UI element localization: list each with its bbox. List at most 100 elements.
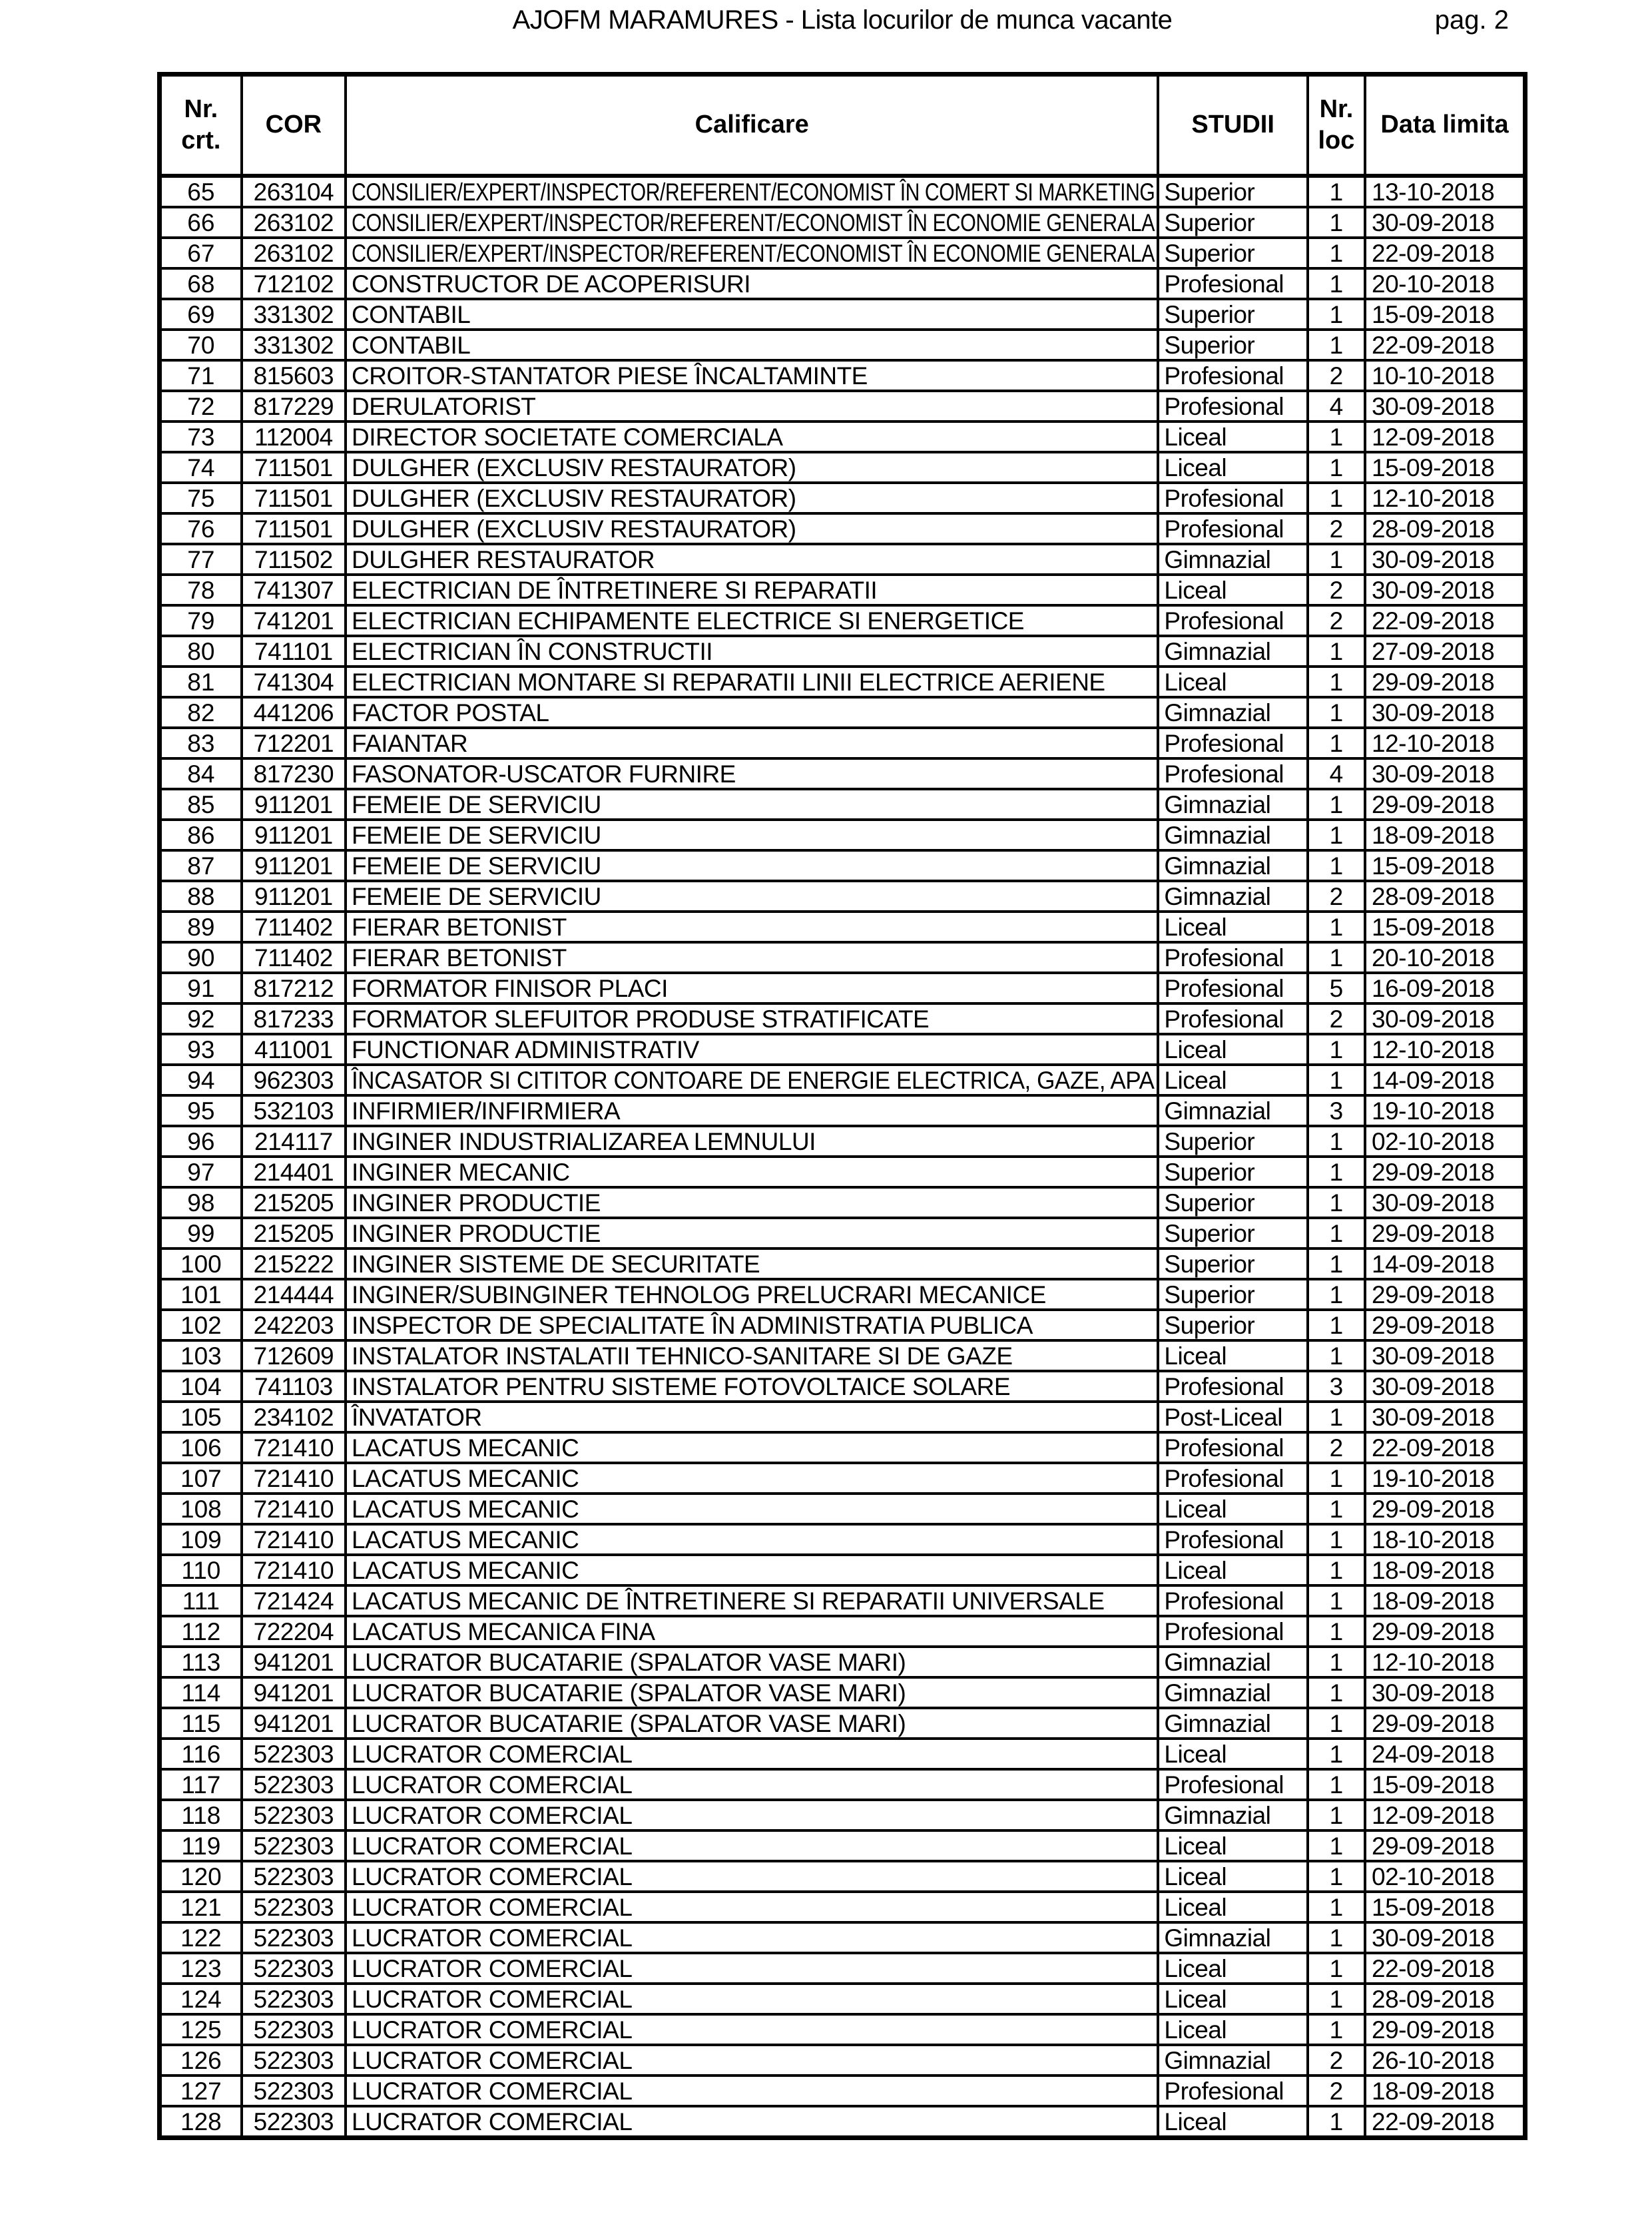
cell-nr-crt: 83 [158,726,243,760]
cell-nr-loc: 1 [1306,2105,1367,2139]
cell-cor: 522303 [240,1799,348,1832]
cell-data-limita: 29-09-2018 [1364,788,1527,821]
cell-nr-crt: 87 [158,849,243,882]
table-row: 68 712102 CONSTRUCTOR DE ACOPERISURI Pro… [158,267,1527,300]
cell-nr-crt: 93 [158,1033,243,1066]
calificare-text: ELECTRICIAN DE ÎNTRETINERE SI REPARATII [352,576,878,604]
cell-cor: 112004 [240,420,348,453]
calificare-text: FORMATOR SLEFUITOR PRODUSE STRATIFICATE [352,1005,930,1033]
cell-calificare: ÎNCASATOR SI CITITOR CONTOARE DE ENERGIE… [344,1063,1160,1097]
cell-data-limita: 12-09-2018 [1364,420,1527,453]
cell-data-limita: 29-09-2018 [1364,665,1527,698]
cell-cor: 263102 [240,206,348,239]
cell-nr-loc: 1 [1306,1768,1367,1801]
table-row: 123 522303 LUCRATOR COMERCIAL Liceal 1 2… [158,1952,1527,1985]
cell-studii: Superior [1157,1308,1309,1342]
table-row: 104 741103 INSTALATOR PENTRU SISTEME FOT… [158,1370,1527,1403]
calificare-text: INGINER PRODUCTIE [352,1219,601,1247]
cell-calificare: DIRECTOR SOCIETATE COMERCIALA [344,420,1160,453]
cell-nr-loc: 2 [1306,1431,1367,1464]
cell-nr-crt: 96 [158,1125,243,1158]
table-body: 65 263104 CONSILIER/EXPERT/INSPECTOR/REF… [158,174,1527,2139]
cell-data-limita: 18-09-2018 [1364,818,1527,852]
table-row: 89 711402 FIERAR BETONIST Liceal 1 15-09… [158,910,1527,944]
cell-calificare: INGINER INDUSTRIALIZAREA LEMNULUI [344,1125,1160,1158]
cell-data-limita: 14-09-2018 [1364,1247,1527,1280]
cell-cor: 911201 [240,788,348,821]
calificare-text: LUCRATOR COMERCIAL [352,1924,633,1952]
calificare-text: LUCRATOR COMERCIAL [352,1801,633,1829]
cell-data-limita: 18-10-2018 [1364,1523,1527,1556]
col-header-studii: STUDII [1157,73,1309,178]
calificare-text: LUCRATOR COMERCIAL [352,1985,633,2013]
cell-calificare: CONTABIL [344,328,1160,362]
cell-data-limita: 28-09-2018 [1364,1982,1527,2016]
cell-calificare: DERULATORIST [344,390,1160,423]
cell-nr-crt: 119 [158,1829,243,1862]
cell-nr-loc: 1 [1306,1308,1367,1342]
cell-studii: Gimnazial [1157,1676,1309,1709]
cell-cor: 215222 [240,1247,348,1280]
cell-nr-crt: 73 [158,420,243,453]
table-row: 96 214117 INGINER INDUSTRIALIZAREA LEMNU… [158,1125,1527,1158]
cell-cor: 911201 [240,849,348,882]
cell-calificare: INSTALATOR INSTALATII TEHNICO-SANITARE S… [344,1339,1160,1372]
cell-studii: Gimnazial [1157,635,1309,668]
cell-studii: Profesional [1157,2074,1309,2107]
cell-nr-loc: 1 [1306,1523,1367,1556]
calificare-text: LACATUS MECANIC [352,1434,579,1462]
cell-studii: Profesional [1157,726,1309,760]
cell-data-limita: 02-10-2018 [1364,1125,1527,1158]
cell-cor: 815603 [240,359,348,392]
cell-nr-crt: 95 [158,1094,243,1127]
cell-data-limita: 02-10-2018 [1364,1860,1527,1893]
cell-nr-loc: 4 [1306,390,1367,423]
calificare-text: FACTOR POSTAL [352,698,549,726]
cell-data-limita: 14-09-2018 [1364,1063,1527,1097]
cell-calificare: FORMATOR FINISOR PLACI [344,971,1160,1005]
cell-nr-loc: 1 [1306,1860,1367,1893]
cell-data-limita: 15-09-2018 [1364,910,1527,944]
cell-cor: 522303 [240,1829,348,1862]
cell-cor: 712102 [240,267,348,300]
cell-studii: Liceal [1157,2105,1309,2139]
cell-nr-crt: 124 [158,1982,243,2016]
cell-nr-loc: 2 [1306,2074,1367,2107]
cell-calificare: FAIANTAR [344,726,1160,760]
cell-nr-crt: 80 [158,635,243,668]
cell-nr-crt: 82 [158,696,243,729]
cell-data-limita: 29-09-2018 [1364,1155,1527,1189]
cell-nr-crt: 104 [158,1370,243,1403]
calificare-text: LUCRATOR COMERCIAL [352,1832,633,1860]
cell-calificare: INFIRMIER/INFIRMIERA [344,1094,1160,1127]
cell-nr-loc: 1 [1306,451,1367,484]
table-row: 84 817230 FASONATOR-USCATOR FURNIRE Prof… [158,757,1527,790]
cell-data-limita: 30-09-2018 [1364,1339,1527,1372]
cell-studii: Superior [1157,1278,1309,1311]
cell-data-limita: 30-09-2018 [1364,573,1527,607]
cell-nr-crt: 127 [158,2074,243,2107]
cell-nr-crt: 90 [158,941,243,974]
cell-studii: Profesional [1157,1431,1309,1464]
calificare-text: ELECTRICIAN ÎN CONSTRUCTII [352,637,713,665]
calificare-text: LACATUS MECANIC [352,1526,579,1553]
cell-nr-loc: 2 [1306,1002,1367,1035]
cell-data-limita: 30-09-2018 [1364,1921,1527,1954]
calificare-text: INGINER INDUSTRIALIZAREA LEMNULUI [352,1127,816,1155]
table-row: 126 522303 LUCRATOR COMERCIAL Gimnazial … [158,2044,1527,2077]
cell-nr-crt: 110 [158,1553,243,1587]
cell-cor: 741304 [240,665,348,698]
cell-nr-crt: 68 [158,267,243,300]
table-row: 105 234102 ÎNVATATOR Post-Liceal 1 30-09… [158,1400,1527,1434]
cell-nr-crt: 85 [158,788,243,821]
cell-studii: Liceal [1157,1553,1309,1587]
calificare-text: FEMEIE DE SERVICIU [352,882,601,910]
cell-data-limita: 30-09-2018 [1364,543,1527,576]
cell-calificare: FEMEIE DE SERVICIU [344,849,1160,882]
cell-calificare: FEMEIE DE SERVICIU [344,880,1160,913]
cell-data-limita: 19-10-2018 [1364,1462,1527,1495]
table-row: 125 522303 LUCRATOR COMERCIAL Liceal 1 2… [158,2013,1527,2046]
vacancies-table: Nr. crt. COR Calificare STUDII Nr. loc D… [157,72,1527,2140]
cell-nr-crt: 91 [158,971,243,1005]
cell-data-limita: 30-09-2018 [1364,390,1527,423]
